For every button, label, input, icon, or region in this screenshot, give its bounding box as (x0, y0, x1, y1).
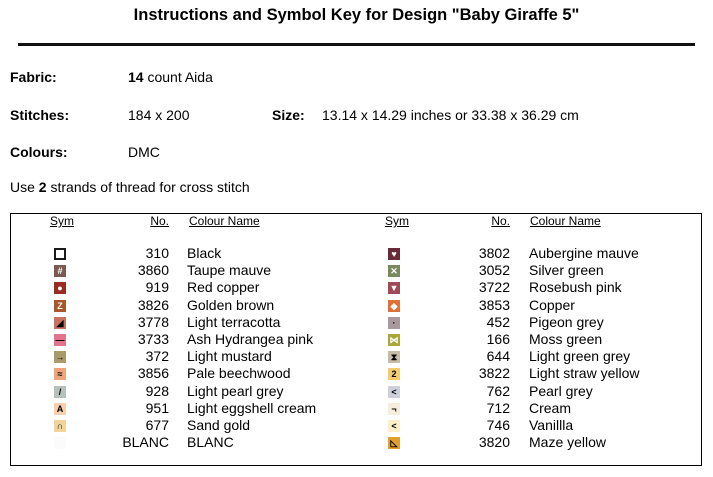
fabric-value: 14 count Aida (128, 69, 213, 85)
colour-number: 3802 (478, 245, 510, 261)
symbol-swatch-icon: ◆ (388, 299, 400, 312)
strands-pre: Use (10, 179, 39, 195)
fabric-count: 14 (128, 69, 144, 85)
colour-name: Sand gold (187, 417, 251, 433)
strands-post: strands of thread for cross stitch (46, 179, 250, 195)
colour-number: 712 (486, 399, 510, 416)
fabric-label: Fabric: (10, 69, 57, 85)
symbol-swatch-icon: # (54, 265, 66, 278)
colour-number: 3856 (137, 365, 169, 382)
colour-name: Light straw yellow (529, 365, 640, 382)
colour-number: 951 (145, 399, 169, 416)
colour-name: Taupe mauve (187, 262, 272, 279)
colour-number: 3733 (137, 331, 169, 347)
colour-name: Aubergine mauve (529, 245, 639, 261)
colour-name: Golden brown (187, 296, 275, 313)
colour-name: Cream (529, 399, 572, 416)
symbol-swatch-icon: 2 (388, 368, 400, 381)
colour-number: 928 (145, 382, 169, 399)
symbol-swatch-icon (54, 248, 66, 260)
symbol-swatch-icon: — (54, 334, 66, 346)
stitches-value: 184 x 200 (128, 107, 190, 123)
header-name-left: Colour Name (189, 214, 260, 228)
colour-number: 3722 (478, 279, 510, 296)
strands-instruction: Use 2 strands of thread for cross stitch (10, 179, 250, 195)
colour-name: Light eggshell cream (187, 399, 317, 416)
colour-name: Black (187, 245, 222, 261)
colour-number: 644 (486, 348, 510, 365)
colour-number: 310 (145, 245, 169, 261)
symbol-swatch-icon: ≈ (54, 368, 66, 381)
symbol-swatch-icon: ▼ (388, 282, 400, 295)
size-label: Size: (272, 107, 305, 123)
page-title: Instructions and Symbol Key for Design "… (133, 6, 580, 24)
stitches-label: Stitches: (10, 107, 70, 123)
symbol-swatch-icon: ⋈ (388, 334, 400, 346)
colour-number: BLANC (122, 434, 169, 451)
symbol-swatch-icon: ● (54, 282, 66, 295)
colour-name: Maze yellow (529, 434, 607, 451)
colour-name: Light green grey (529, 348, 631, 365)
symbol-swatch-icon: → (54, 351, 66, 364)
colour-number: 3860 (137, 262, 169, 279)
symbol-swatch-icon: Z (54, 299, 66, 312)
colour-number: 3778 (137, 313, 169, 330)
colour-name: Light terracotta (187, 313, 281, 330)
colour-name: Red copper (187, 279, 260, 296)
colour-number: 677 (145, 417, 169, 433)
header-sym-right: Sym (385, 214, 409, 228)
colour-number: 372 (145, 348, 169, 365)
header-no-right: No. (491, 214, 510, 228)
symbol-swatch-icon (54, 437, 66, 450)
colour-number: 746 (486, 417, 510, 433)
symbol-swatch-icon: · (388, 316, 400, 329)
symbol-swatch-icon: ⧗ (388, 351, 400, 364)
colour-number: 3826 (137, 296, 169, 313)
symbol-swatch-icon: < (388, 420, 400, 432)
symbol-swatch-icon: ¬ (388, 402, 400, 415)
colour-name: Light mustard (187, 348, 272, 365)
colour-number: 3853 (478, 296, 510, 313)
colour-name: Ash Hydrangea pink (187, 331, 314, 347)
colour-name: Silver green (529, 262, 604, 279)
symbol-swatch-icon: ∩ (54, 420, 66, 432)
symbol-swatch-icon: / (54, 385, 66, 398)
colours-value: DMC (128, 144, 160, 160)
colour-name: Pearl grey (529, 382, 593, 399)
colour-number: 452 (486, 313, 510, 330)
fabric-type: count Aida (143, 69, 213, 85)
colour-number: 762 (486, 382, 510, 399)
colour-name: Pigeon grey (529, 313, 604, 330)
colour-number: 3822 (478, 365, 510, 382)
colour-name: BLANC (187, 434, 234, 451)
symbol-swatch-icon: ◺ (388, 437, 400, 450)
symbol-swatch-icon: < (388, 385, 400, 398)
header-name-right: Colour Name (530, 214, 601, 228)
colour-number: 3820 (478, 434, 510, 451)
colour-number: 166 (486, 331, 510, 347)
colours-label: Colours: (10, 144, 68, 160)
symbol-swatch-icon: ♥ (388, 248, 400, 260)
header-sym-left: Sym (50, 214, 74, 228)
symbol-swatch-icon: ◢ (54, 316, 66, 329)
symbol-key-table (10, 213, 702, 466)
colour-number: 3052 (478, 262, 510, 279)
size-value: 13.14 x 14.29 inches or 33.38 x 36.29 cm (322, 107, 579, 123)
colour-name: Copper (529, 296, 575, 313)
colour-name: Pale beechwood (187, 365, 291, 382)
symbol-swatch-icon: A (54, 402, 66, 415)
strands-count: 2 (38, 179, 47, 195)
colour-name: Rosebush pink (529, 279, 622, 296)
colour-number: 919 (145, 279, 169, 296)
header-no-left: No. (150, 214, 169, 228)
divider (18, 43, 695, 46)
colour-name: Light pearl grey (187, 382, 284, 399)
colour-name: Vanillla (529, 417, 574, 433)
colour-name: Moss green (529, 331, 603, 347)
symbol-swatch-icon: ✕ (388, 265, 400, 278)
